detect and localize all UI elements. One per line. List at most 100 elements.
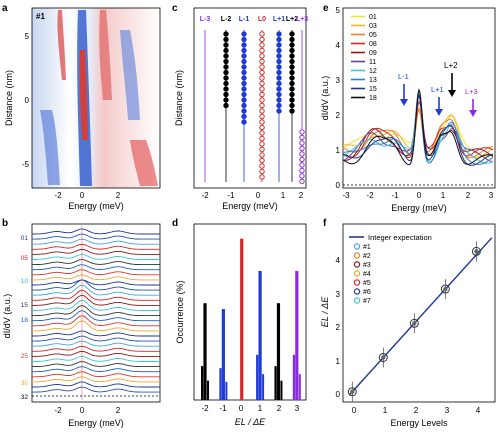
panel-a-ytick: 0 xyxy=(25,96,30,105)
panel-b: b 01 05 10 15 18 25 30 32 -2 0 2 Energy … xyxy=(2,218,161,428)
panel-f-ylabel: EL / ΔE xyxy=(320,296,330,327)
panel-d-letter: d xyxy=(172,218,178,229)
panel-c-xtick: 1 xyxy=(281,191,286,200)
peak-marker xyxy=(223,31,229,37)
panel-d-frame xyxy=(193,223,307,401)
panel-e-xtick: -3 xyxy=(342,191,350,200)
peak-marker xyxy=(241,75,247,81)
panel-c-xtick: -1 xyxy=(227,191,235,200)
histogram-bar xyxy=(207,380,210,400)
peak-marker xyxy=(299,129,305,135)
legend-label: 11 xyxy=(369,59,376,66)
spectrum-line xyxy=(32,269,160,276)
spectrum-line xyxy=(32,361,160,368)
peak-marker xyxy=(276,42,282,48)
spectrum-line xyxy=(342,107,494,159)
panel-d-xtick: 0 xyxy=(239,404,244,413)
panel-f-xlabel: Energy Levels xyxy=(390,418,448,428)
peak-marker xyxy=(259,91,265,98)
panel-a-xticks: -2 0 2 xyxy=(54,191,120,200)
peak-marker xyxy=(259,130,265,136)
peak-marker xyxy=(223,97,229,103)
peak-marker xyxy=(259,124,265,131)
peak-marker xyxy=(289,64,295,70)
peak-marker xyxy=(299,151,305,157)
spectrum-line xyxy=(32,310,160,322)
peak-marker xyxy=(259,36,265,43)
legend-label: 09 xyxy=(369,50,377,57)
panel-c-xlabel: Energy (meV) xyxy=(222,201,278,211)
spectrum-line xyxy=(32,376,160,383)
spectrum-line xyxy=(32,340,160,347)
spectrum-line xyxy=(342,87,494,166)
peak-marker xyxy=(276,47,282,54)
spectrum-line xyxy=(32,320,160,332)
peak-marker xyxy=(241,36,247,43)
peak-marker xyxy=(241,58,247,65)
peak-marker xyxy=(289,31,295,37)
panel-e-annotation: L-1 xyxy=(398,72,409,81)
peak-marker xyxy=(241,108,247,114)
histogram-bar xyxy=(203,303,207,400)
panel-e-ytick: 2 xyxy=(336,111,341,120)
data-point-core xyxy=(412,321,417,326)
peak-marker xyxy=(241,80,247,87)
spectrum-line xyxy=(32,356,160,362)
spectrum-line xyxy=(32,350,160,357)
panel-b-ylabel: dI/dV (a.u.) xyxy=(2,294,12,339)
legend-label: 15 xyxy=(369,86,377,93)
peak-marker xyxy=(259,97,265,103)
legend-marker xyxy=(353,288,361,295)
integer-expectation-line xyxy=(348,237,493,396)
peak-marker xyxy=(299,173,305,179)
data-point xyxy=(409,318,419,328)
histogram-bar xyxy=(240,238,244,400)
panel-b-curve-label: 10 xyxy=(21,278,29,285)
peak-marker xyxy=(276,80,282,87)
panel-e-xtick: 0 xyxy=(417,191,422,200)
histogram-bar xyxy=(274,366,277,400)
peak-marker xyxy=(259,152,265,158)
panel-a-xtick: 2 xyxy=(116,191,121,200)
panel-f-xtick: 0 xyxy=(352,406,357,415)
peak-marker xyxy=(223,91,229,98)
spectrum-line xyxy=(32,305,160,317)
peak-marker xyxy=(241,91,247,98)
panel-b-spectra xyxy=(32,228,160,393)
spectrum-line xyxy=(32,243,160,250)
spectrum-line xyxy=(32,284,160,296)
panel-d-xlabel: EL / ΔE xyxy=(235,417,266,427)
panel-e-ytick: 1 xyxy=(336,146,341,155)
peak-marker xyxy=(289,102,295,109)
peak-marker xyxy=(259,113,265,120)
panel-c-level-label: L-1 xyxy=(239,16,250,23)
peak-marker xyxy=(276,97,282,103)
panel-d-bars xyxy=(201,238,301,400)
spectrum-line xyxy=(32,289,160,301)
panel-f-ytick: 3 xyxy=(336,290,341,299)
peak-marker xyxy=(299,134,305,141)
panel-b-curve-label: 32 xyxy=(21,394,29,401)
peak-marker xyxy=(289,58,295,65)
spectrum-line xyxy=(32,274,160,281)
peak-marker xyxy=(241,64,247,70)
panel-e-xticks: -3 -2 -1 0 1 2 3 xyxy=(342,191,493,200)
histogram-bar xyxy=(262,374,265,400)
panel-e-xtick: 3 xyxy=(489,191,494,200)
peak-marker xyxy=(259,146,265,153)
panel-c-level-label: L-2 xyxy=(221,16,232,23)
panel-e-spectra xyxy=(342,87,494,166)
panel-a-tag: #1 xyxy=(36,12,45,21)
legend-label: #3 xyxy=(363,262,371,269)
panel-f-legend: Integer expectation #1 #2 #3 #4 #5 #6 #7 xyxy=(349,233,432,305)
panel-a-heatmap-features xyxy=(40,10,158,186)
spectrum-line xyxy=(32,294,160,306)
legend-label: #7 xyxy=(363,298,371,305)
panel-f-ytick: 1 xyxy=(336,357,341,366)
spectrum-line xyxy=(32,228,160,235)
peak-marker xyxy=(241,42,247,48)
panel-a: a #1 5 0 -5 -2 0 2 Energy (meV) Distance… xyxy=(2,3,161,211)
panel-b-xtick: 2 xyxy=(116,406,121,415)
peak-marker xyxy=(259,141,265,147)
